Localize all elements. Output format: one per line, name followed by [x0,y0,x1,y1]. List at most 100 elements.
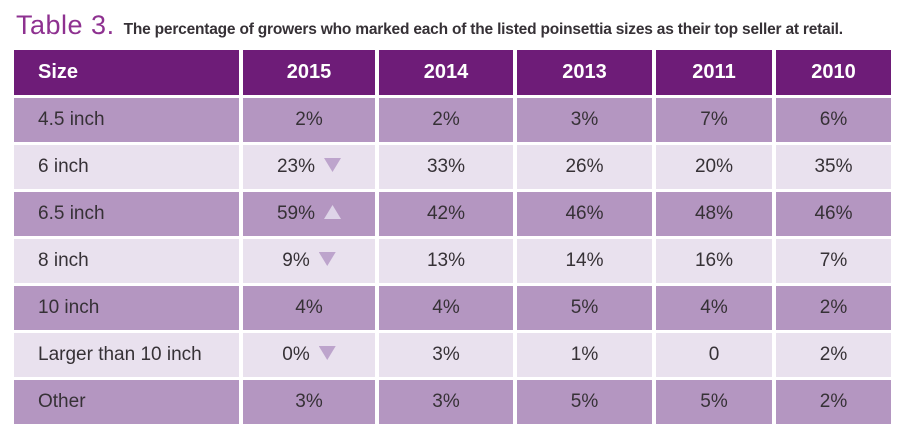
value-cell-2011: 48% [652,189,772,236]
cell-value: 4% [700,297,728,318]
cell-value: 0 [708,344,720,365]
cell-value: 13% [426,250,466,271]
value-cell-2013: 46% [513,189,652,236]
value-cell-2011: 16% [652,236,772,283]
value-cell-2010: 2% [772,330,891,377]
table-title: Table 3. The percentage of growers who m… [16,10,891,41]
value-cell-2013: 1% [513,330,652,377]
trend-up-icon [324,205,342,219]
cell-value: 5% [570,391,599,412]
cell-value: 59% [276,203,316,224]
cell-value: 0% [282,344,310,365]
cell-value: 14% [565,250,604,271]
table-number: Table 3. [16,10,115,40]
cell-value: 7% [819,250,848,271]
cell-value: 3% [432,344,460,365]
value-cell-2011: 5% [652,377,772,424]
value-cell-2013: 3% [513,95,652,142]
table-row: 6.5 inch 59% 42% 46% 48% 46% [14,189,891,236]
value-cell-2010: 7% [772,236,891,283]
value-cell-2013: 5% [513,283,652,330]
cell-value: 1% [570,344,599,365]
value-cell-2010: 46% [772,189,891,236]
cell-value: 16% [694,250,734,271]
table-row: 8 inch 9% 13% 14% 16% 7% [14,236,891,283]
value-cell-2015: 9% [239,236,375,283]
size-cell: Larger than 10 inch [14,330,239,377]
cell-value: 35% [814,156,853,177]
value-cell-2014: 13% [375,236,513,283]
value-cell-2011: 4% [652,283,772,330]
cell-value: 23% [276,156,316,177]
value-cell-2014: 2% [375,95,513,142]
size-cell: 6 inch [14,142,239,189]
cell-value: 9% [282,250,310,271]
value-cell-2013: 5% [513,377,652,424]
col-header-2014: 2014 [375,50,513,95]
size-cell: 10 inch [14,283,239,330]
value-cell-2010: 2% [772,377,891,424]
cell-value: 7% [700,109,728,130]
trend-down-icon [318,252,336,266]
value-cell-2015: 4% [239,283,375,330]
table-caption: The percentage of growers who marked eac… [123,21,844,38]
cell-value: 46% [565,203,604,224]
col-header-2010: 2010 [772,50,891,95]
table-body: 4.5 inch 2% 2% 3% 7% 6% 6 inch 23% 33% 26% 20% 35% 6… [14,95,891,424]
size-cell: 6.5 inch [14,189,239,236]
value-cell-2011: 20% [652,142,772,189]
cell-value: 46% [814,203,853,224]
value-cell-2011: 7% [652,95,772,142]
cell-value: 3% [295,391,323,412]
table-row: Larger than 10 inch 0% 3% 1% 0 2% [14,330,891,377]
col-header-size: Size [14,50,239,95]
poinsettia-top-seller-table: Size 2015 2014 2013 2011 2010 4.5 inch 2% 2% 3% 7… [14,50,891,424]
value-cell-2015: 23% [239,142,375,189]
value-cell-2011: 0 [652,330,772,377]
table-header: Size 2015 2014 2013 2011 2010 [14,50,891,95]
cell-value: 5% [570,297,599,318]
value-cell-2014: 3% [375,377,513,424]
value-cell-2014: 3% [375,330,513,377]
cell-value: 3% [570,109,599,130]
table-row: 4.5 inch 2% 2% 3% 7% 6% [14,95,891,142]
cell-value: 33% [426,156,466,177]
cell-value: 4% [295,297,323,318]
cell-value: 5% [700,391,728,412]
cell-value: 20% [694,156,734,177]
cell-value: 2% [819,391,848,412]
table-row: 10 inch 4% 4% 5% 4% 2% [14,283,891,330]
table-row: Other 3% 3% 5% 5% 2% [14,377,891,424]
value-cell-2015: 2% [239,95,375,142]
cell-value: 6% [819,109,848,130]
size-cell: 4.5 inch [14,95,239,142]
cell-value: 2% [819,297,848,318]
value-cell-2015: 3% [239,377,375,424]
value-cell-2010: 35% [772,142,891,189]
value-cell-2015: 59% [239,189,375,236]
cell-value: 48% [694,203,734,224]
size-cell: Other [14,377,239,424]
value-cell-2010: 6% [772,95,891,142]
cell-value: 2% [432,109,460,130]
value-cell-2014: 4% [375,283,513,330]
value-cell-2015: 0% [239,330,375,377]
cell-value: 42% [426,203,466,224]
value-cell-2014: 33% [375,142,513,189]
size-cell: 8 inch [14,236,239,283]
header-row: Size 2015 2014 2013 2011 2010 [14,50,891,95]
cell-value: 2% [295,109,323,130]
col-header-2013: 2013 [513,50,652,95]
col-header-2011: 2011 [652,50,772,95]
cell-value: 26% [565,156,604,177]
cell-value: 4% [432,297,460,318]
value-cell-2010: 2% [772,283,891,330]
value-cell-2013: 14% [513,236,652,283]
table-row: 6 inch 23% 33% 26% 20% 35% [14,142,891,189]
page: Table 3. The percentage of growers who m… [14,10,891,424]
trend-down-icon [324,158,342,172]
value-cell-2014: 42% [375,189,513,236]
value-cell-2013: 26% [513,142,652,189]
col-header-2015: 2015 [239,50,375,95]
trend-down-icon [318,346,336,360]
